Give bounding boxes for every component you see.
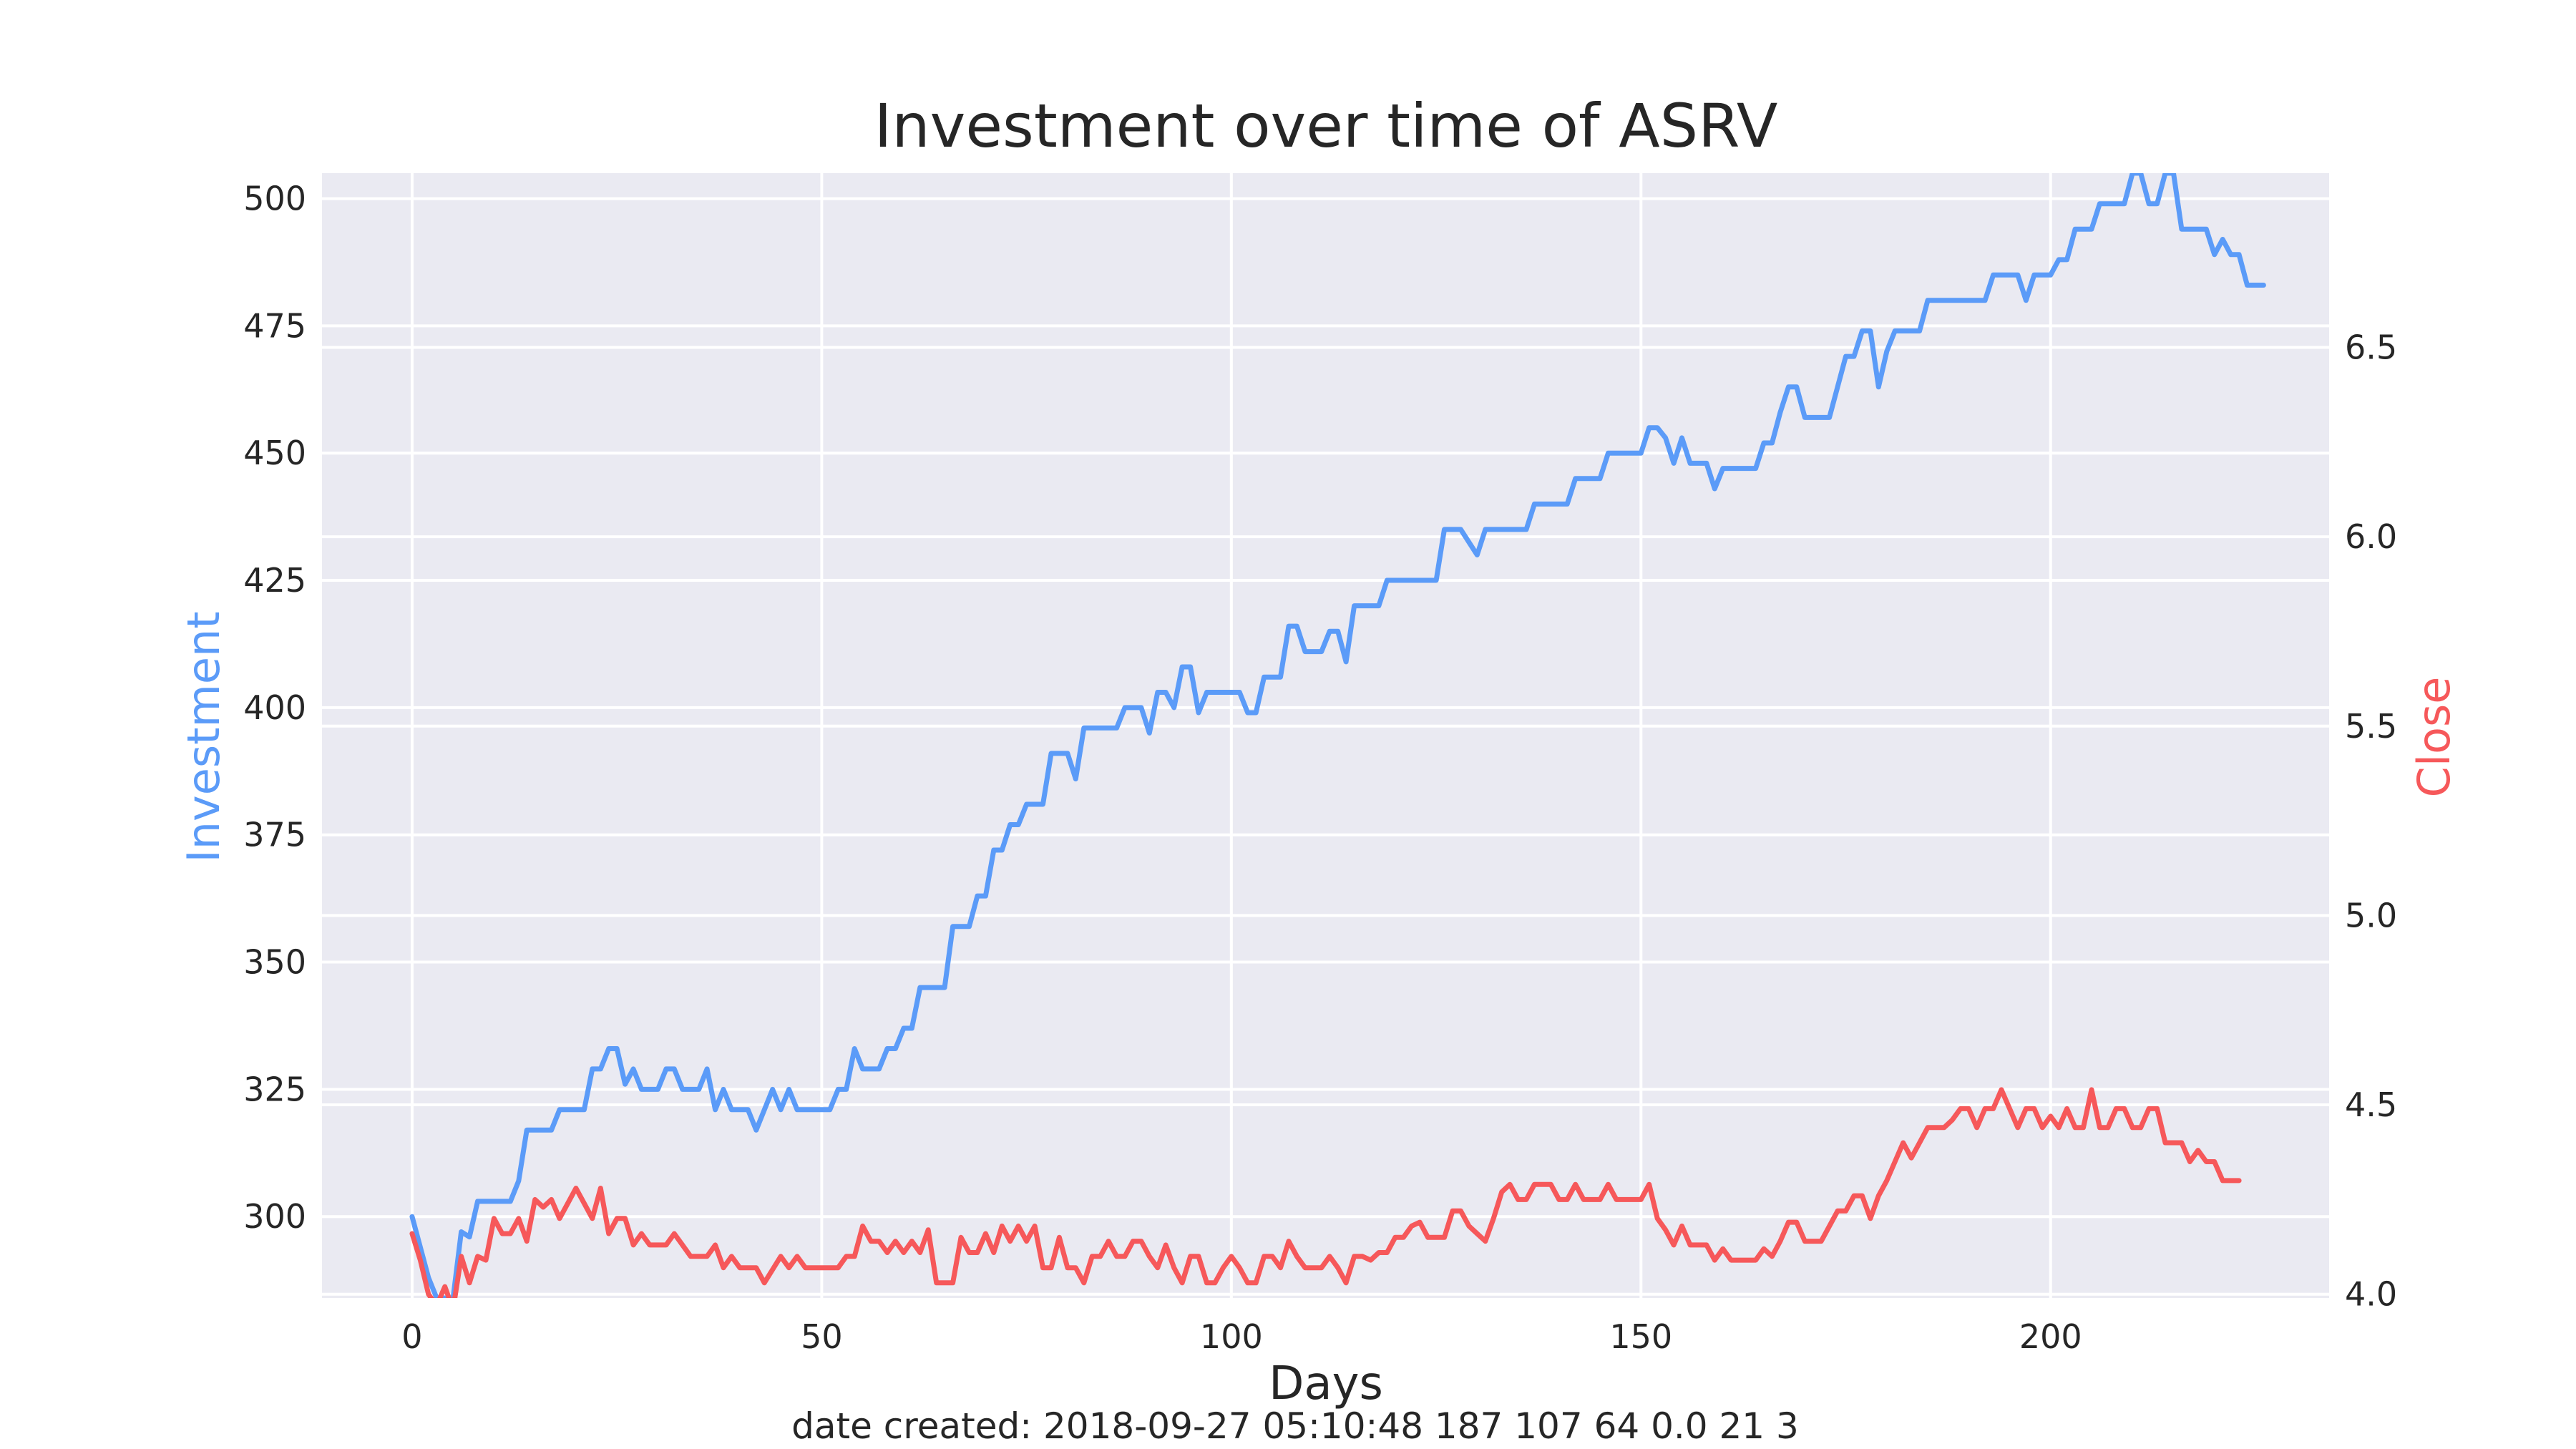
gridlines [322, 173, 2329, 1298]
y-left-tick-label: 300 [243, 1197, 306, 1236]
plot-area [322, 173, 2329, 1298]
left-y-axis-label: Investment [177, 611, 230, 862]
right-y-axis-label: Close [2408, 677, 2460, 798]
series-lines [409, 173, 2266, 1298]
y-right-tick-label: 4.0 [2345, 1275, 2397, 1314]
y-right-tick-label: 4.5 [2345, 1085, 2397, 1124]
y-left-tick-label: 450 [243, 434, 306, 472]
y-left-tick-label: 375 [243, 816, 306, 854]
y-left-tick-label: 425 [243, 561, 306, 600]
y-left-tick-label: 475 [243, 306, 306, 345]
y-left-tick-label: 325 [243, 1070, 306, 1108]
x-tick-label: 100 [1200, 1317, 1263, 1356]
y-right-tick-label: 5.5 [2345, 707, 2397, 746]
y-right-tick-label: 5.0 [2345, 896, 2397, 935]
x-tick-label: 50 [801, 1317, 843, 1356]
footer-caption: date created: 2018-09-27 05:10:48 187 10… [791, 1405, 1799, 1447]
investment-line [409, 173, 2266, 1298]
y-left-tick-label: 400 [243, 688, 306, 727]
y-left-tick-label: 350 [243, 943, 306, 982]
x-tick-label: 200 [2019, 1317, 2082, 1356]
tick-labels: 0 50 100 150 200 300 325 350 375 400 425 450 475 500 4… [243, 180, 2397, 1356]
y-left-tick-label: 500 [243, 180, 306, 218]
y-right-tick-label: 6.5 [2345, 328, 2397, 366]
x-tick-label: 0 [401, 1317, 422, 1356]
x-tick-label: 150 [1609, 1317, 1672, 1356]
x-axis-label: Days [1269, 1357, 1383, 1410]
chart-title: Investment over time of ASRV [874, 91, 1778, 161]
y-right-tick-label: 6.0 [2345, 517, 2397, 556]
close-line [409, 1087, 2242, 1298]
